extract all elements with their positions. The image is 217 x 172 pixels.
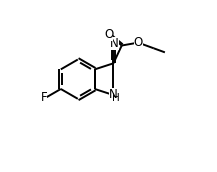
- Text: N: N: [110, 37, 119, 50]
- Text: O: O: [104, 28, 113, 41]
- Text: F: F: [41, 91, 47, 104]
- Text: N: N: [109, 88, 117, 101]
- Text: O: O: [134, 36, 143, 49]
- Text: H: H: [112, 93, 120, 103]
